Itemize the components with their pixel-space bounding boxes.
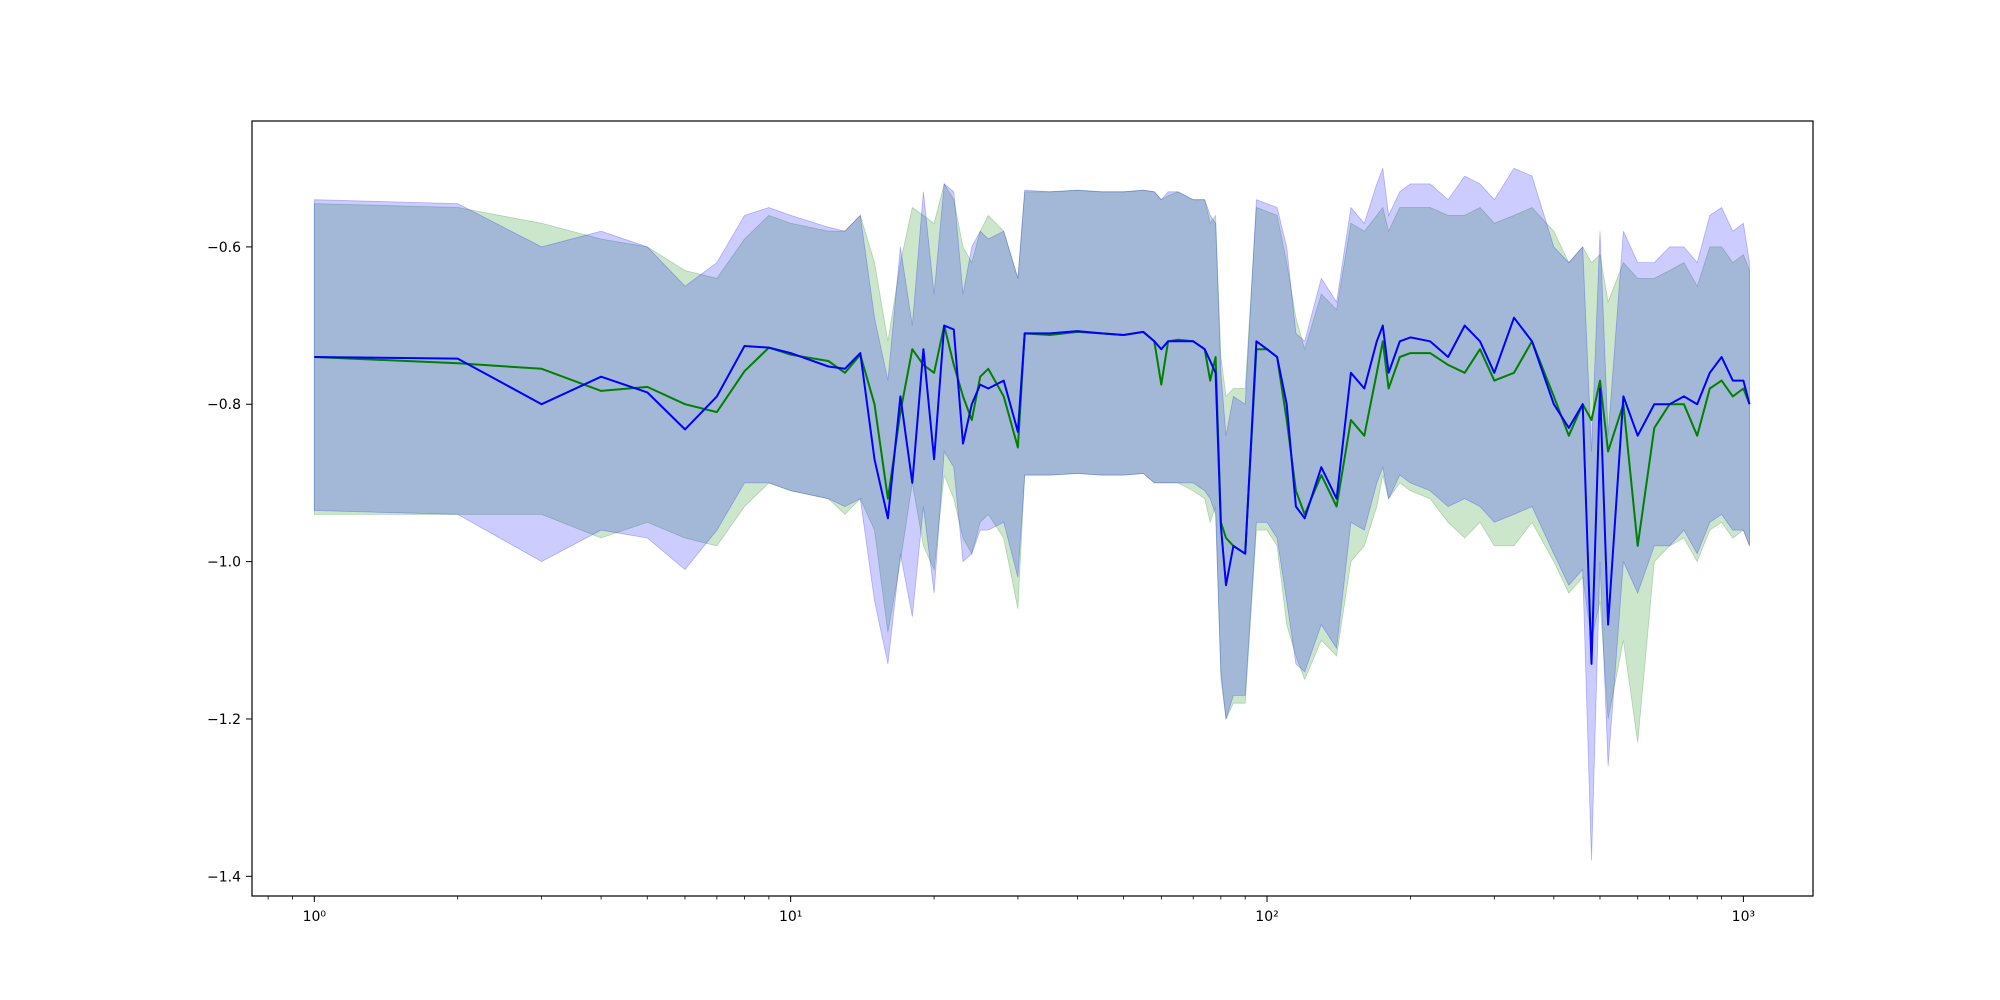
axes-frame	[251, 120, 1814, 897]
y-axis: −0.6 −0.8 −1.0 −1.2 −1.4	[207, 240, 252, 885]
y-tick-label: −1.2	[207, 712, 241, 728]
y-tick-label: −0.8	[207, 397, 241, 413]
x-tick-label: 10²	[1255, 909, 1278, 925]
confidence-bands	[313, 167, 1750, 861]
series-lines	[314, 316, 1751, 665]
y-tick-label: −1.4	[207, 869, 241, 885]
x-tick-label: 10¹	[779, 909, 802, 925]
line-series-1	[314, 324, 1751, 555]
line-series-2	[314, 316, 1751, 665]
band-series-2	[313, 167, 1750, 861]
x-axis: 10⁰ 10¹ 10² 10³	[267, 896, 1755, 925]
y-tick-label: −0.6	[207, 240, 241, 256]
x-tick-label: 10⁰	[303, 909, 327, 925]
x-tick-label: 10³	[1732, 909, 1755, 925]
band-series-1	[313, 182, 1750, 743]
y-tick-label: −1.0	[207, 555, 241, 571]
